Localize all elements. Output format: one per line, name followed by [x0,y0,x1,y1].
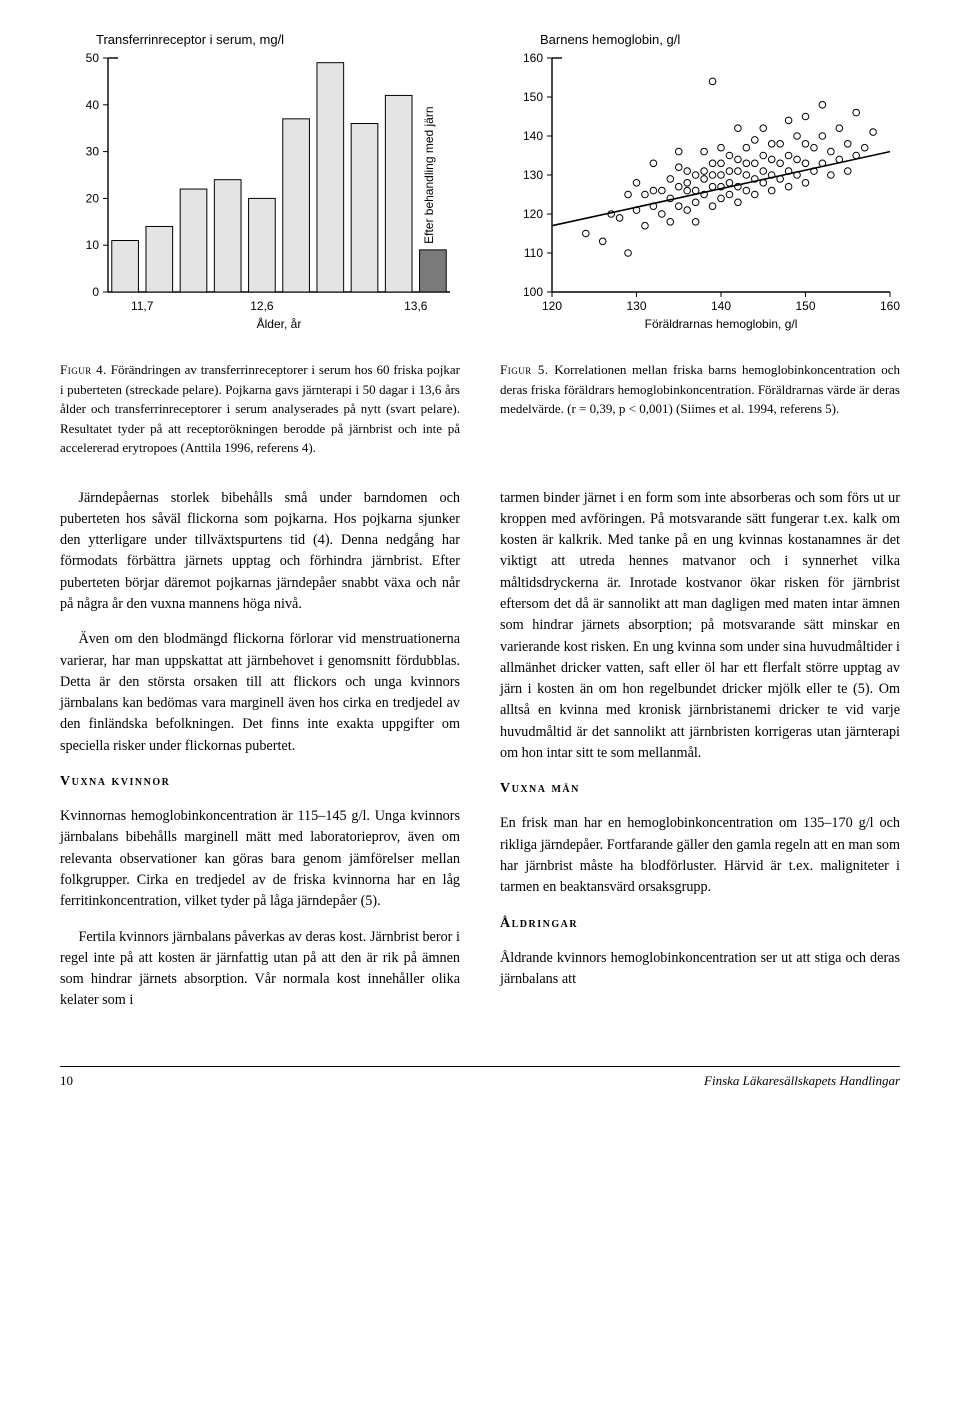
body-paragraph: En frisk man har en hemoglobinkoncentrat… [500,813,900,898]
page-number: 10 [60,1073,73,1089]
svg-text:160: 160 [880,299,900,313]
left-column: Järndepåernas storlek bibehålls små unde… [60,488,460,1026]
figure-4-caption: Figur 4. Förändringen av transferrinrece… [60,360,460,458]
figure-4: Transferrinreceptor i serum, mg/l 0 10 20 30… [60,30,460,340]
caption-text: Förändringen av transferrinreceptorer i … [60,362,460,455]
svg-text:150: 150 [523,90,543,104]
body-paragraph: Fertila kvinnors järnbalans påverkas av … [60,927,460,1012]
svg-text:Efter behandling med järn: Efter behandling med järn [422,106,436,243]
svg-text:13,6: 13,6 [404,299,428,313]
page-footer: 10 Finska Läkaresällskapets Handlingar [60,1066,900,1089]
figure-label: Figur 4. [60,362,107,377]
body-paragraph: Åldrande kvinnors hemoglobinkoncentratio… [500,948,900,991]
svg-text:140: 140 [711,299,731,313]
svg-text:30: 30 [86,145,100,159]
svg-text:11,7: 11,7 [131,299,154,313]
section-heading-vuxna-kvinnor: Vuxna kvinnor [60,771,460,792]
body-paragraph: Järndepåernas storlek bibehålls små unde… [60,488,460,616]
section-heading-vuxna-man: Vuxna män [500,778,900,799]
captions-row: Figur 4. Förändringen av transferrinrece… [60,360,900,458]
svg-text:20: 20 [86,191,100,205]
svg-text:Föräldrarnas hemoglobin, g/l: Föräldrarnas hemoglobin, g/l [645,317,798,331]
right-column: tarmen binder järnet i en form som inte … [500,488,900,1026]
svg-text:12,6: 12,6 [250,299,274,313]
body-columns: Järndepåernas storlek bibehålls små unde… [60,488,900,1026]
figure-label: Figur 5. [500,362,549,377]
figure-5: Barnens hemoglobin, g/l 100 110 120 130 140 15… [500,30,900,340]
svg-text:Transferrinreceptor i serum, m: Transferrinreceptor i serum, mg/l [96,32,284,47]
figures-row: Transferrinreceptor i serum, mg/l 0 10 20 30… [60,30,900,340]
section-heading-aldringar: Åldringar [500,913,900,934]
svg-text:160: 160 [523,51,543,65]
svg-text:150: 150 [795,299,815,313]
svg-text:120: 120 [542,299,562,313]
svg-text:0: 0 [92,285,99,299]
body-paragraph: Kvinnornas hemoglobinkoncentration är 11… [60,806,460,912]
svg-text:120: 120 [523,207,543,221]
svg-text:110: 110 [524,246,543,260]
svg-text:50: 50 [86,51,100,65]
caption-text: Korrelationen mellan friska barns hemogl… [500,362,900,416]
svg-text:130: 130 [523,168,543,182]
svg-text:100: 100 [523,285,543,299]
body-paragraph: Även om den blodmängd flickorna förlorar… [60,629,460,757]
figure-5-caption: Figur 5. Korrelationen mellan friska bar… [500,360,900,458]
svg-text:140: 140 [523,129,543,143]
svg-text:130: 130 [626,299,646,313]
svg-text:Barnens hemoglobin, g/l: Barnens hemoglobin, g/l [540,32,680,47]
svg-text:40: 40 [86,98,100,112]
body-paragraph: tarmen binder järnet i en form som inte … [500,488,900,765]
svg-text:Ålder, år: Ålder, år [257,316,302,331]
svg-text:10: 10 [86,238,100,252]
journal-name: Finska Läkaresällskapets Handlingar [704,1073,900,1089]
